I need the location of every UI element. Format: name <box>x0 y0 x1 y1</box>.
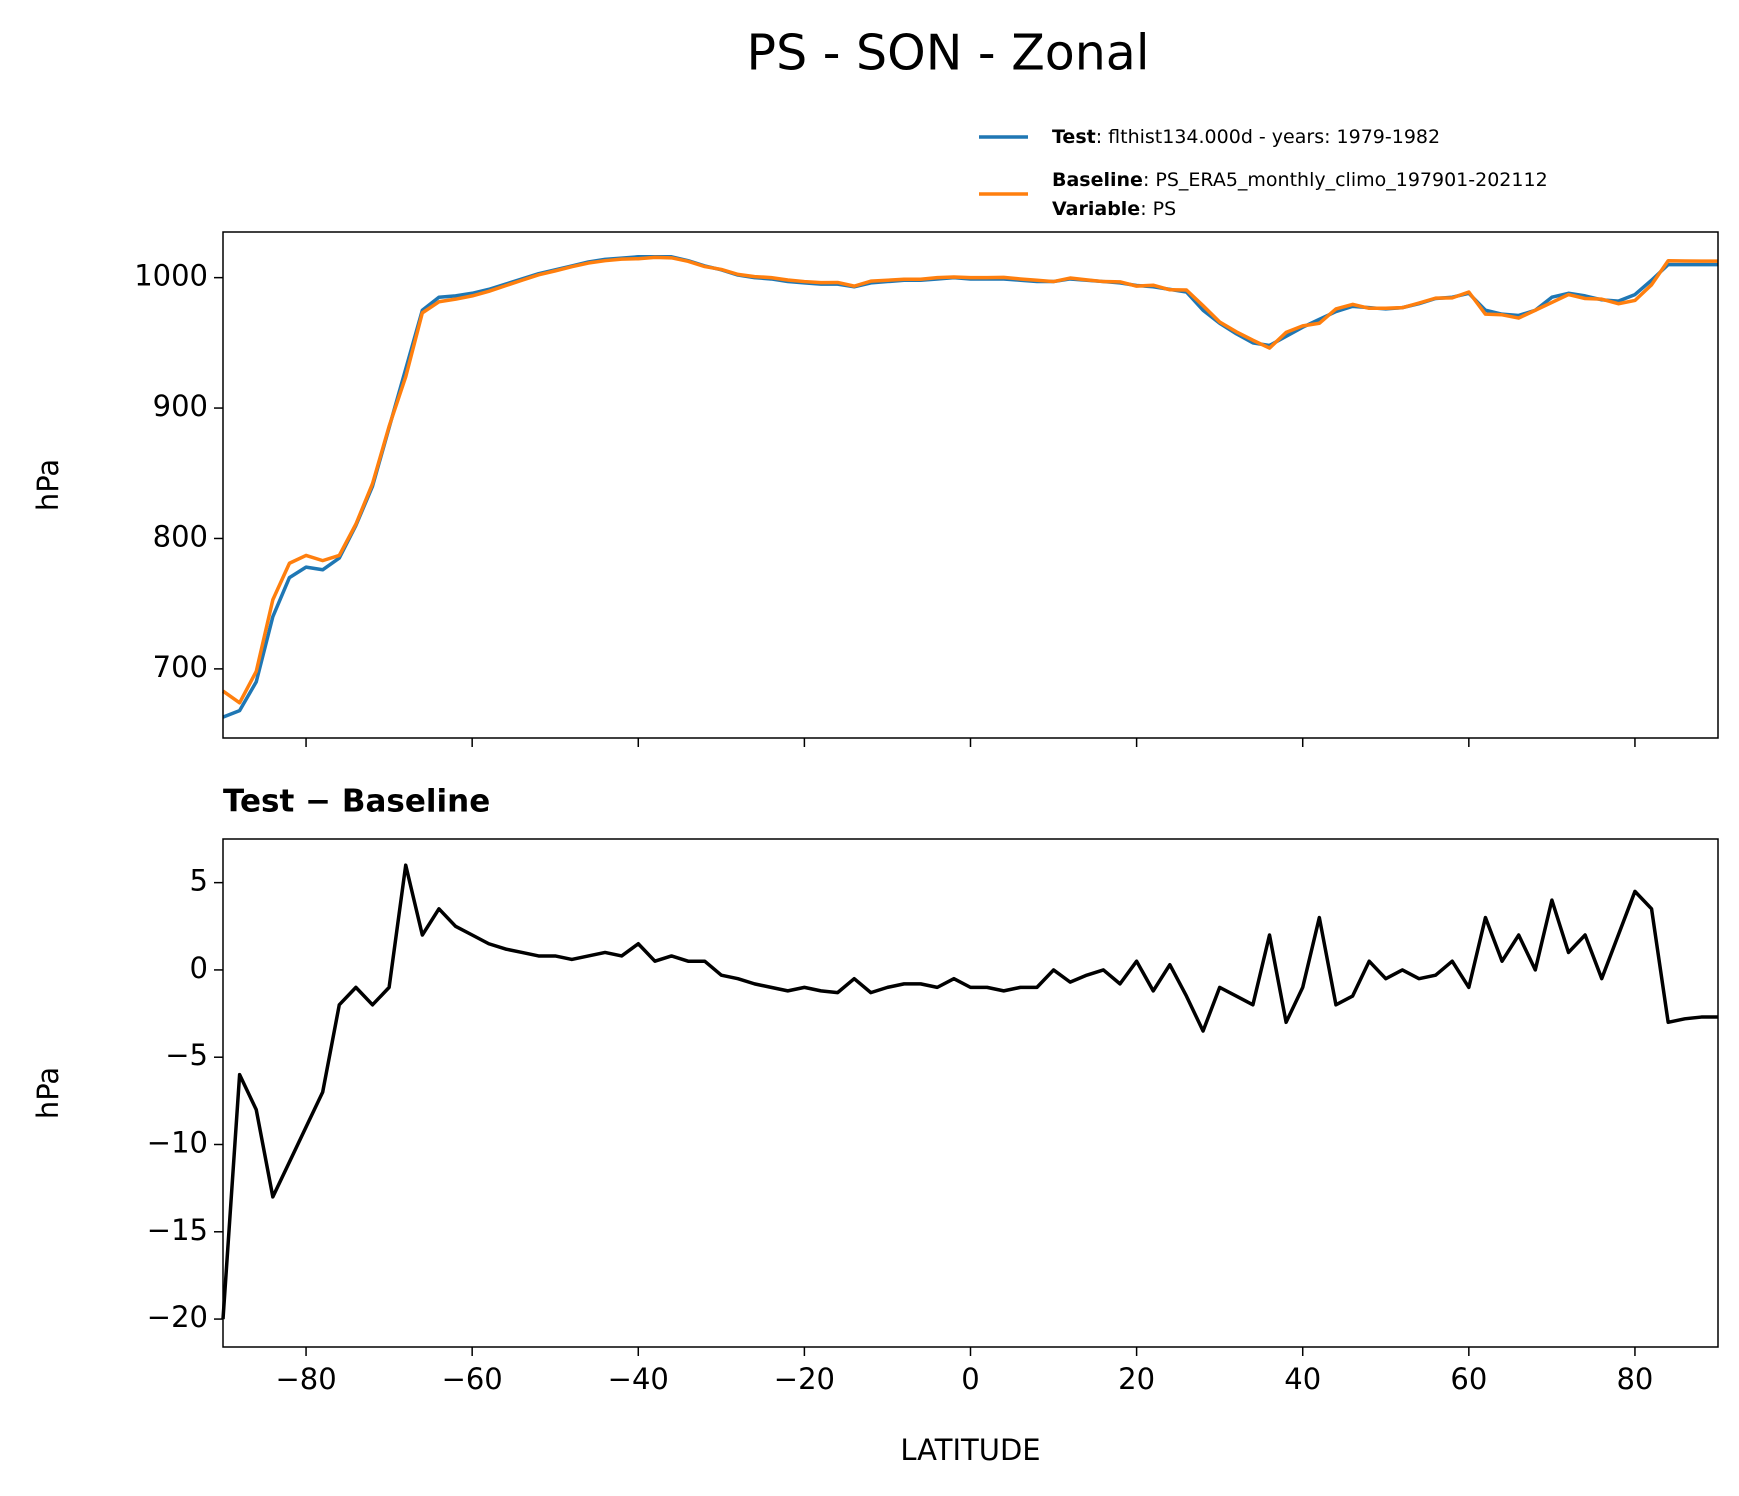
legend-name: Test <box>1052 126 1096 148</box>
axes-frame <box>222 231 1719 739</box>
x-tick-label: −40 <box>608 1362 669 1396</box>
x-tick-label: 20 <box>1118 1362 1155 1396</box>
legend-detail: : PS_ERA5_monthly_climo_197901-202112 <box>1143 169 1548 191</box>
x-tick-label: 80 <box>1616 1362 1653 1396</box>
y-tick-label: 900 <box>153 389 208 423</box>
annotation-label: Variable <box>1052 198 1140 220</box>
data-line <box>221 255 1718 705</box>
x-tick-label: −80 <box>275 1362 336 1396</box>
y-tick-label: 700 <box>153 650 208 684</box>
legend-name: Baseline <box>1052 169 1143 191</box>
y-axis-label: hPa <box>31 1067 65 1119</box>
x-tick-label: 60 <box>1450 1362 1487 1396</box>
y-tick-label: −10 <box>147 1125 208 1159</box>
axes-frame <box>222 838 1719 1348</box>
y-tick-label: −15 <box>147 1213 208 1247</box>
x-tick-label: −60 <box>442 1362 503 1396</box>
x-tick-label: −20 <box>774 1362 835 1396</box>
y-tick-label: 1000 <box>134 259 208 293</box>
y-tick-label: −5 <box>165 1038 208 1072</box>
annotation-text: : PS <box>1140 198 1176 220</box>
legend-entry: Baseline: PS_ERA5_monthly_climo_197901-2… <box>1052 169 1548 191</box>
legend-entry: Test: flthist134.000d - years: 1979-1982 <box>1052 126 1440 148</box>
figure-title: PS - SON - Zonal <box>747 25 1150 82</box>
y-tick-label: 800 <box>153 519 208 553</box>
legend-annotation: Variable: PS <box>1052 198 1176 220</box>
x-tick-label: 40 <box>1284 1362 1321 1396</box>
data-line <box>221 863 1718 1320</box>
data-line <box>222 255 1718 719</box>
y-axis-label: hPa <box>31 459 65 511</box>
y-tick-label: −20 <box>147 1300 208 1334</box>
chart-title: Test − Baseline <box>223 784 490 820</box>
legend-detail: : flthist134.000d - years: 1979-1982 <box>1096 126 1440 148</box>
x-tick-label: 0 <box>961 1362 979 1396</box>
y-tick-label: 5 <box>190 864 208 898</box>
y-tick-label: 0 <box>190 951 208 985</box>
x-axis-label: LATITUDE <box>900 1433 1040 1467</box>
